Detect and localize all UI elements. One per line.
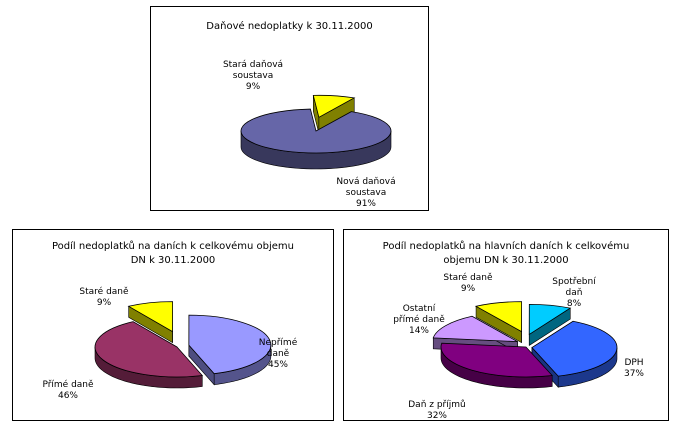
pie-slice (94, 321, 204, 378)
chart-title: Daňové nedoplatky k 30.11.2000 (206, 21, 373, 32)
pie-chart-tax-share (94, 301, 272, 389)
slice-label-other-direct: Ostatní přímé daně 14% (393, 304, 445, 336)
pie-slice (127, 301, 174, 333)
slice-label-vat: DPH 37% (623, 358, 644, 379)
chart-panel-main-taxes: Podíl nedoplatků na hlavních daních k ce… (343, 229, 669, 421)
pie-slice (312, 94, 356, 118)
pie-slice (474, 301, 523, 333)
chart-title: Podíl nedoplatků na daních k celkovému o… (51, 241, 294, 266)
slice-label-excise: Spotřební daň 8% (552, 277, 596, 309)
chart-title: Podíl nedoplatků na hlavních daních k ce… (382, 241, 630, 266)
pie-chart-main-taxes (432, 301, 618, 389)
pie-slice (432, 315, 518, 343)
slice-label-income: Daň z příjmů 32% (408, 400, 466, 421)
chart-panel-tax-arrears: Daňové nedoplatky k 30.11.2000 Nová daňo… (150, 6, 429, 211)
pie-slice (188, 314, 272, 375)
slice-label-old: Staré daně 9% (79, 287, 129, 308)
pie-chart-tax-arrears (240, 94, 392, 170)
pie-slice (528, 304, 572, 336)
slice-label-old-system: Stará daňová soustava 9% (222, 60, 284, 92)
slice-label-direct: Přímé daně 46% (42, 380, 94, 401)
pie-slice (440, 342, 554, 378)
chart-panel-tax-share: Podíl nedoplatků na daních k celkovému o… (12, 229, 334, 421)
pie-slice (240, 108, 392, 154)
pie-slice (531, 320, 618, 377)
slice-label-indirect: Nepřímé daně 45% (258, 338, 298, 370)
slice-label-old: Staré daně 9% (443, 273, 493, 294)
slice-label-new-system: Nová daňová soustava 91% (336, 177, 396, 209)
